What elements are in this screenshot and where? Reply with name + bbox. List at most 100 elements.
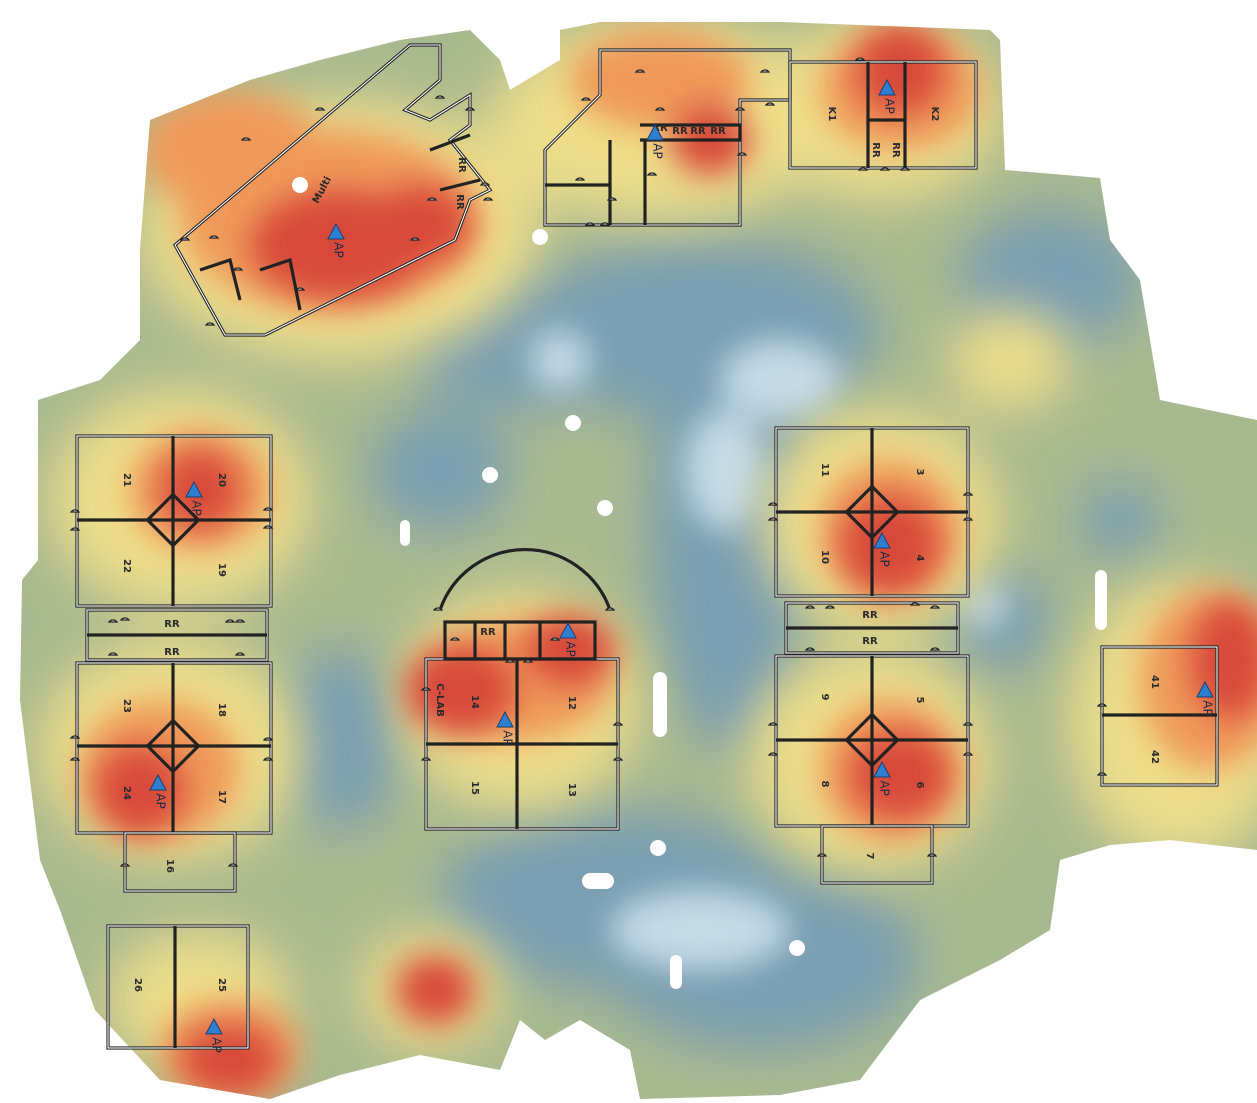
room-label-r20: 20 — [216, 473, 227, 487]
door-swing-icon — [314, 107, 326, 111]
ap-label: AP — [190, 500, 204, 515]
room-label-r41: 41 — [1149, 675, 1160, 689]
triangle-ap-icon — [205, 1017, 223, 1035]
door-swing-icon — [1096, 772, 1108, 776]
room-label-r19: 19 — [216, 563, 227, 577]
triangle-ap-icon — [873, 531, 891, 549]
survey-holes — [292, 177, 1107, 989]
room-label-r25: 25 — [216, 978, 227, 992]
door-swing-icon — [482, 197, 494, 201]
door-swing-icon — [899, 167, 911, 171]
door-swing-icon — [434, 95, 446, 99]
room-label-r3: 3 — [914, 469, 925, 476]
door-swing-icon — [767, 752, 779, 756]
room-label-rr-e: RR — [690, 126, 706, 137]
room-label-r5: 5 — [914, 697, 925, 704]
door-swing-icon — [857, 167, 869, 171]
door-swing-icon — [464, 107, 476, 111]
pod-17-24 — [75, 661, 273, 893]
door-swing-icon — [69, 509, 81, 513]
triangle-ap-icon — [327, 222, 345, 240]
door-swing-icon — [612, 722, 624, 726]
room-label-k1: K1 — [826, 107, 837, 122]
room-label-r4: 4 — [914, 555, 925, 562]
door-swing-icon — [208, 235, 220, 239]
room-label-r15: 15 — [469, 781, 480, 795]
door-swing-icon — [69, 735, 81, 739]
pod-3-11 — [774, 426, 970, 598]
door-swing-icon — [224, 619, 236, 623]
door-swing-icon — [227, 863, 239, 867]
room-label-rr-c: RR — [652, 123, 668, 134]
door-swing-icon — [262, 507, 274, 511]
door-swing-icon — [804, 605, 816, 609]
door-swing-icon — [262, 757, 274, 761]
room-label-rr-j: RR — [164, 647, 180, 658]
door-swing-icon — [736, 152, 748, 156]
door-swing-icon — [294, 287, 306, 291]
door-swing-icon — [909, 602, 921, 606]
door-swing-icon — [504, 659, 516, 663]
room-label-rr-d: RR — [672, 126, 688, 137]
door-swing-icon — [549, 637, 561, 641]
room-label-r8: 8 — [819, 781, 830, 788]
access-point-icon: AP — [205, 1017, 224, 1053]
rooms-41-42 — [1100, 645, 1219, 787]
room-label-r26: 26 — [132, 978, 143, 992]
access-point-icon: AP — [327, 222, 346, 258]
door-swing-icon — [604, 607, 616, 611]
door-swing-icon — [764, 102, 776, 106]
door-swing-icon — [240, 137, 252, 141]
room-label-rr-m: RR — [862, 636, 878, 647]
door-swing-icon — [767, 517, 779, 521]
access-point-icon: AP — [646, 123, 665, 159]
door-swing-icon — [107, 652, 119, 656]
triangle-ap-icon — [496, 710, 514, 728]
room-label-r42: 42 — [1149, 750, 1160, 764]
room-label-rr-i: RR — [164, 619, 180, 630]
door-swing-icon — [824, 605, 836, 609]
door-swing-icon — [926, 853, 938, 857]
door-swing-icon — [69, 757, 81, 761]
access-point-icon: AP — [1196, 680, 1215, 716]
access-point-icon: AP — [878, 78, 897, 114]
room-label-r21: 21 — [121, 473, 132, 487]
triangle-ap-icon — [646, 123, 664, 141]
room-label-rr-l: RR — [862, 610, 878, 621]
access-point-icon: AP — [149, 773, 168, 809]
room-label-r16: 16 — [164, 859, 175, 873]
door-swing-icon — [646, 172, 658, 176]
door-swing-icon — [107, 619, 119, 623]
door-swing-icon — [734, 107, 746, 111]
ap-label: AP — [332, 242, 346, 257]
ap-label: AP — [878, 551, 892, 566]
door-swing-icon — [962, 722, 974, 726]
triangle-ap-icon — [149, 773, 167, 791]
room-label-rr-h: RR — [890, 142, 901, 158]
triangle-ap-icon — [1196, 680, 1214, 698]
door-swing-icon — [879, 167, 891, 171]
room-label-rr-a: RR — [456, 157, 467, 173]
building-multi — [172, 43, 493, 337]
room-label-r10: 10 — [819, 550, 830, 564]
triangle-ap-icon — [559, 621, 577, 639]
room-label-rr-b: RR — [454, 194, 465, 210]
door-swing-icon — [119, 617, 131, 621]
door-swing-icon — [119, 863, 131, 867]
room-label-rr-g: RR — [870, 142, 881, 158]
rr-strip-right — [784, 601, 960, 655]
door-swing-icon — [804, 647, 816, 651]
door-swing-icon — [929, 605, 941, 609]
room-label-r12: 12 — [566, 696, 577, 710]
room-label-k2: K2 — [929, 107, 940, 122]
access-point-icon: AP — [873, 531, 892, 567]
ap-label: AP — [883, 98, 897, 113]
access-point-icon: AP — [559, 621, 578, 657]
ap-label: AP — [154, 793, 168, 808]
room-label-r17: 17 — [216, 790, 227, 804]
room-label-r22: 22 — [121, 559, 132, 573]
door-swing-icon — [962, 752, 974, 756]
